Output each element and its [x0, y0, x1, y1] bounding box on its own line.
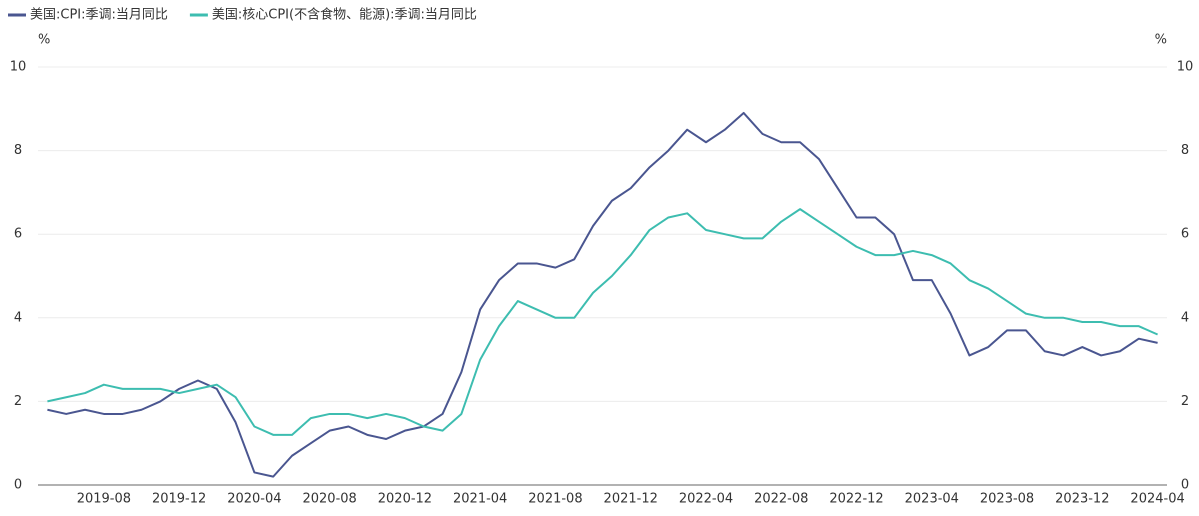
x-tick-label: 2022-04	[679, 492, 733, 507]
x-tick-label: 2020-08	[302, 492, 356, 507]
x-tick-label: 2023-12	[1055, 492, 1109, 507]
y2-tick-label: 8	[1181, 143, 1189, 158]
x-tick-label: 2024-04	[1130, 492, 1184, 507]
x-tick-label: 2021-08	[528, 492, 582, 507]
y2-tick-label: 6	[1181, 227, 1189, 242]
y2-tick-label: 0	[1181, 478, 1189, 493]
x-tick-label: 2019-12	[152, 492, 206, 507]
y-tick-label: 10	[10, 60, 27, 75]
y-tick-label: 0	[14, 478, 22, 493]
y2-tick-label: 4	[1181, 310, 1189, 325]
y2-axis-unit: %	[1155, 33, 1167, 48]
x-tick-label: 2023-08	[980, 492, 1034, 507]
series-line	[47, 208, 1158, 436]
legend-label: 美国:CPI:季调:当月同比	[30, 8, 168, 23]
legend-label: 美国:核心CPI(不含食物、能源):季调:当月同比	[212, 7, 477, 23]
x-tick-label: 2020-12	[378, 492, 432, 507]
x-tick-label: 2023-04	[905, 492, 959, 507]
x-tick-label: 2022-12	[829, 492, 883, 507]
y2-tick-label: 10	[1177, 60, 1194, 75]
y-tick-label: 8	[14, 143, 22, 158]
x-tick-label: 2020-04	[227, 492, 281, 507]
x-tick-label: 2022-08	[754, 492, 808, 507]
x-tick-label: 2019-08	[77, 492, 131, 507]
y-tick-label: 6	[14, 227, 22, 242]
y-tick-label: 2	[14, 394, 22, 409]
y-axis-unit: %	[38, 33, 50, 48]
y-tick-label: 4	[14, 310, 22, 325]
x-tick-label: 2021-12	[604, 492, 658, 507]
y2-tick-label: 2	[1181, 394, 1189, 409]
x-tick-label: 2021-04	[453, 492, 507, 507]
series-line	[47, 111, 1158, 478]
